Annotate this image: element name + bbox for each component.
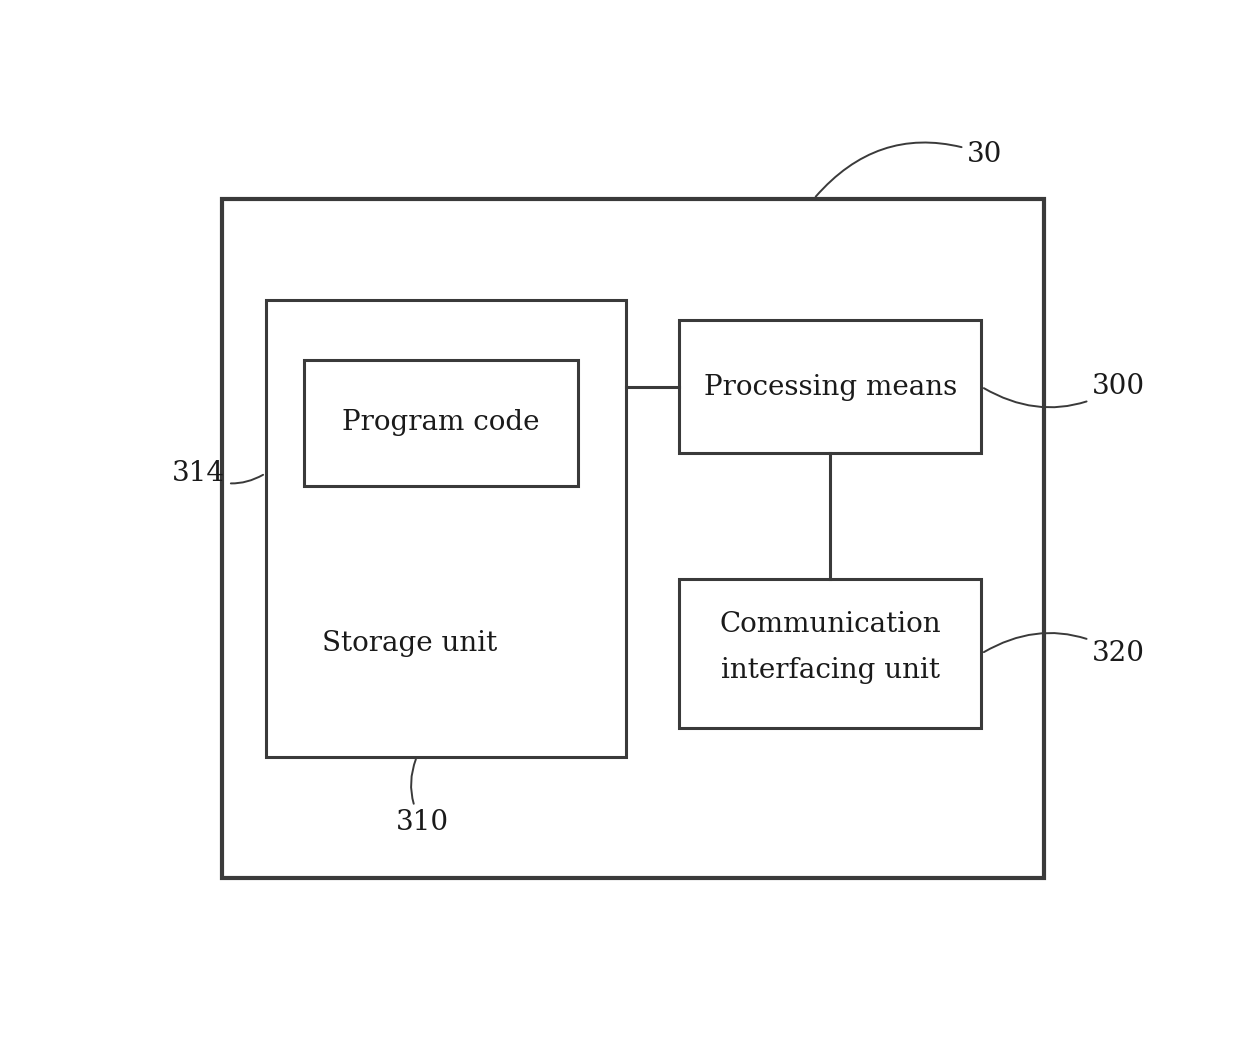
Bar bbox=[265, 300, 626, 757]
Text: Communication: Communication bbox=[719, 611, 941, 638]
Text: interfacing unit: interfacing unit bbox=[722, 656, 940, 684]
Bar bbox=[304, 360, 578, 486]
Text: 310: 310 bbox=[396, 759, 449, 836]
Text: 320: 320 bbox=[983, 633, 1145, 667]
Text: Processing means: Processing means bbox=[704, 374, 957, 401]
Text: Storage unit: Storage unit bbox=[322, 630, 497, 657]
Text: 30: 30 bbox=[816, 141, 1002, 196]
Text: Program code: Program code bbox=[342, 410, 539, 436]
Bar bbox=[678, 320, 982, 454]
Text: 300: 300 bbox=[983, 373, 1145, 407]
Bar bbox=[678, 579, 982, 729]
Text: 314: 314 bbox=[172, 460, 263, 487]
Bar bbox=[222, 198, 1044, 878]
